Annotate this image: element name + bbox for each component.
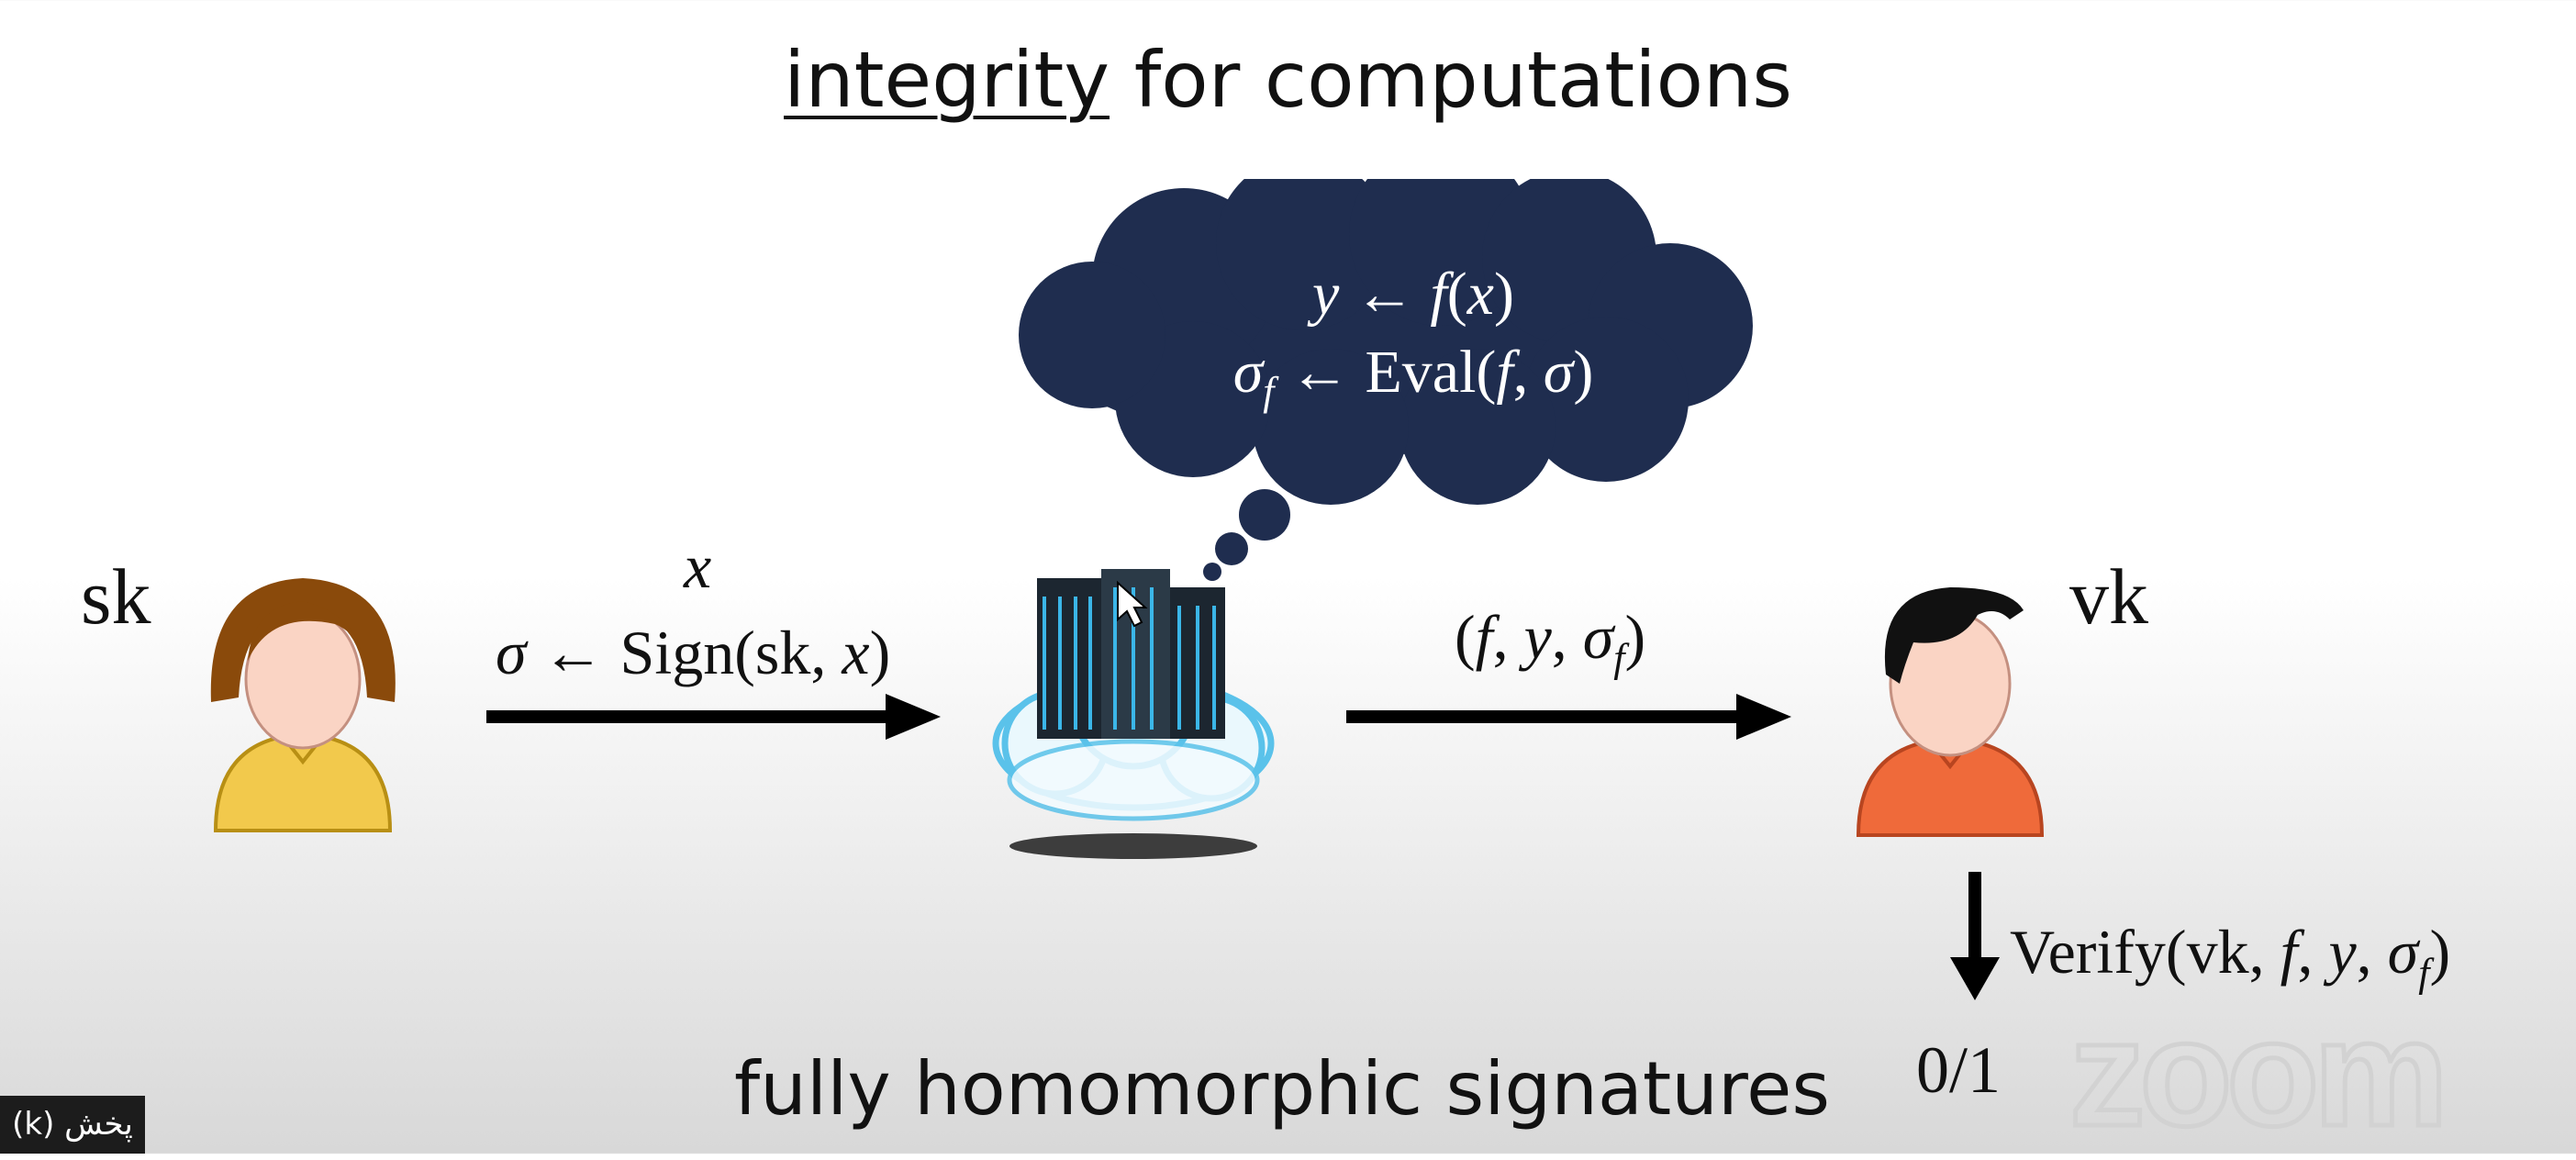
arrow-left-bottom-label: σ ← Sign(sk, x) [496,618,891,687]
arrow-left-top-label: x [684,531,712,601]
sk-label: sk [81,552,151,641]
signer-avatar [210,578,396,832]
verifier-avatar [1856,587,2045,837]
playback-badge[interactable]: پخش (k) [0,1096,145,1154]
thought-bubble-small [1203,563,1221,581]
thought-line-2: σf ← Eval(f, σ) [1232,339,1594,415]
signer-hair [210,578,396,702]
arrow-right-label: (f, y, σf) [1455,602,1646,681]
verify-result: 0/1 [1916,1033,2002,1107]
verify-arrow [1950,872,2000,1000]
cloud-server-icon [992,569,1275,859]
verifier-hair [1884,587,2024,684]
title-underlined: integrity [784,35,1110,125]
zoom-watermark: zoom [2068,987,2451,1160]
vk-label: vk [2069,552,2148,641]
thought-bubble-medium [1215,532,1248,565]
mouse-cursor-icon [1117,580,1148,628]
bottom-title: fully homomorphic signatures [734,1046,1831,1132]
verify-label: Verify(vk, f, y, σf) [2010,917,2451,996]
arrow-to-verifier [1346,694,1791,740]
arrow-to-server [486,694,941,740]
server-shadow [1009,833,1257,859]
thought-cloud [1019,179,1753,581]
server-racks [1037,569,1225,739]
slide-title: integrity for computations [0,35,2576,125]
thought-bubble-large [1239,489,1290,541]
title-rest: for computations [1110,35,1792,125]
thought-line-1: y ← f(x) [1312,261,1514,328]
